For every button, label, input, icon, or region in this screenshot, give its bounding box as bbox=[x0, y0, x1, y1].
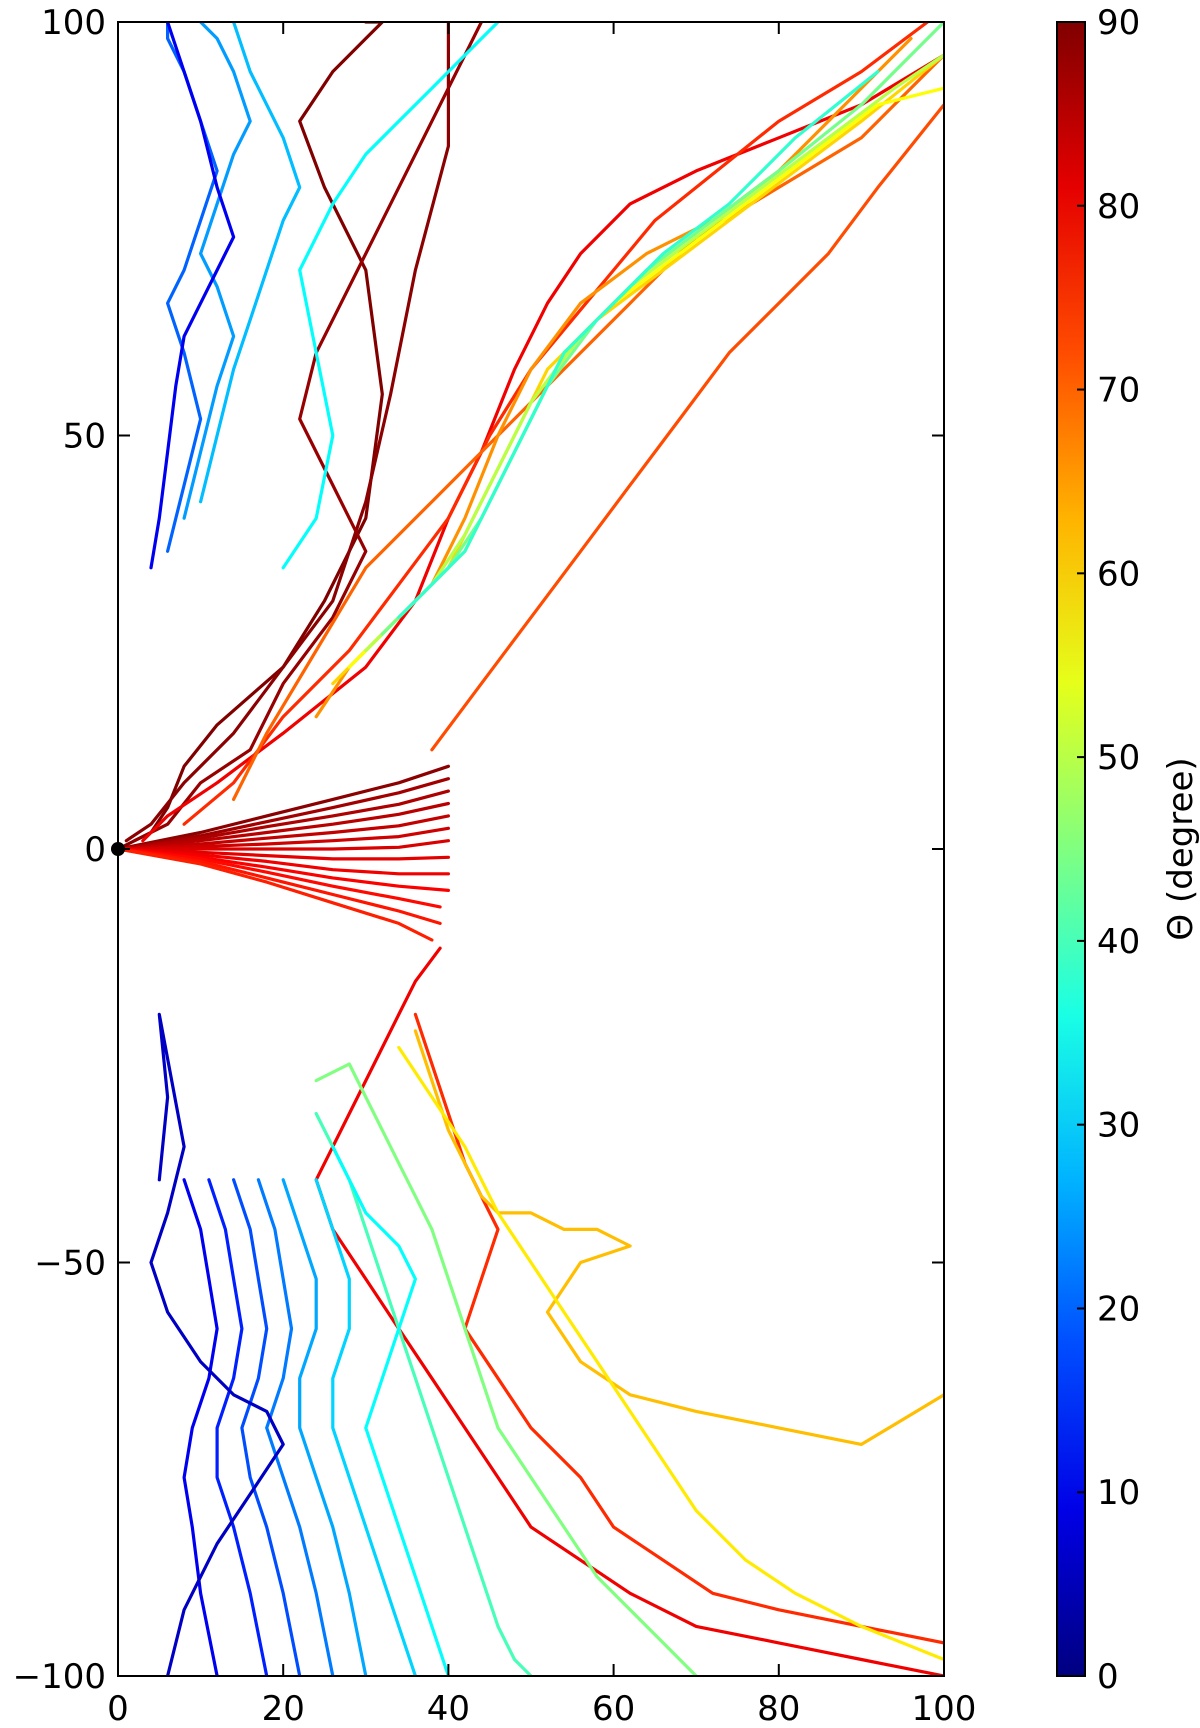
trajectory-line-30 bbox=[149, 22, 236, 570]
trajectory-line-12 bbox=[118, 847, 434, 942]
colorbar-tick-label: 80 bbox=[1097, 187, 1140, 227]
trajectory-line-22 bbox=[347, 86, 944, 669]
trajectory-line-5 bbox=[118, 826, 450, 851]
trajectory-line-35 bbox=[314, 1062, 698, 1676]
colorbar-tick-label: 90 bbox=[1097, 3, 1140, 43]
trajectory-line-26 bbox=[281, 22, 500, 570]
colorbar-tick-label: 30 bbox=[1097, 1106, 1140, 1146]
trajectory-line-14 bbox=[124, 22, 450, 843]
colorbar-tick-label: 50 bbox=[1097, 738, 1140, 778]
colorbar-tick-label: 20 bbox=[1097, 1289, 1140, 1329]
x-tick-label: 20 bbox=[262, 1689, 305, 1728]
trajectory-line-3 bbox=[118, 801, 450, 851]
trajectory-line-2 bbox=[118, 789, 450, 851]
colorbar-tick-label: 10 bbox=[1097, 1473, 1140, 1513]
x-tick-label: 100 bbox=[912, 1689, 977, 1728]
trajectory-line-8 bbox=[118, 847, 450, 876]
trajectory-line-34 bbox=[397, 1045, 944, 1662]
trajectory-line-25 bbox=[397, 69, 880, 620]
y-tick-label: −50 bbox=[34, 1244, 106, 1284]
trajectory-line-37 bbox=[331, 1145, 450, 1676]
trajectory-line-29 bbox=[199, 22, 302, 504]
y-tick-label: 0 bbox=[84, 830, 106, 870]
trajectory-line-42 bbox=[207, 1178, 269, 1676]
trajectory-line-15 bbox=[132, 22, 483, 843]
trajectory-line-40 bbox=[256, 1178, 335, 1676]
colorbar-layer: 0 10 20 30 40 50 60 70 80 90 bbox=[1077, 3, 1140, 1697]
series-layer bbox=[118, 22, 944, 1676]
trajectory-line-21 bbox=[331, 53, 944, 686]
axis-layer: 0 20 40 60 80 100 −100 −50 0 50 100 bbox=[13, 3, 977, 1728]
trajectory-line-1 bbox=[118, 777, 450, 851]
trajectory-line-6 bbox=[118, 839, 450, 851]
colorbar-bar bbox=[1056, 21, 1086, 1677]
trajectory-line-11 bbox=[118, 847, 442, 926]
trajectory-line-33 bbox=[413, 1029, 944, 1447]
trajectory-line-13 bbox=[118, 22, 384, 851]
trajectory-line-31 bbox=[314, 946, 944, 1676]
trajectory-line-44 bbox=[149, 1012, 285, 1676]
y-tick-label: 100 bbox=[41, 3, 106, 43]
trajectory-line-39 bbox=[281, 1178, 368, 1676]
trajectory-line-28 bbox=[182, 22, 252, 520]
colorbar-label: Θ (degree) bbox=[1161, 757, 1200, 940]
colorbar-tick-label: 70 bbox=[1097, 371, 1140, 411]
colorbar-tick-label: 40 bbox=[1097, 922, 1140, 962]
x-tick-label: 40 bbox=[427, 1689, 470, 1728]
y-tick-label: −100 bbox=[13, 1657, 106, 1697]
trajectory-line-4 bbox=[118, 814, 450, 851]
trajectory-line-38 bbox=[314, 1178, 417, 1676]
colorbar-tick-label: 0 bbox=[1097, 1657, 1119, 1697]
colorbar-tick-label: 60 bbox=[1097, 554, 1140, 594]
trajectory-line-43 bbox=[182, 1178, 219, 1676]
trajectory-line-10 bbox=[118, 847, 442, 909]
trajectory-line-17 bbox=[182, 22, 930, 826]
x-tick-label: 80 bbox=[757, 1689, 800, 1728]
x-tick-label: 60 bbox=[592, 1689, 635, 1728]
trajectory-line-18 bbox=[430, 103, 944, 752]
trajectory-line-7 bbox=[118, 847, 450, 861]
x-tick-label: 0 bbox=[107, 1689, 129, 1728]
trajectory-line-32 bbox=[413, 1012, 944, 1645]
y-tick-label: 50 bbox=[63, 417, 106, 457]
trajectory-line-0 bbox=[118, 764, 450, 851]
